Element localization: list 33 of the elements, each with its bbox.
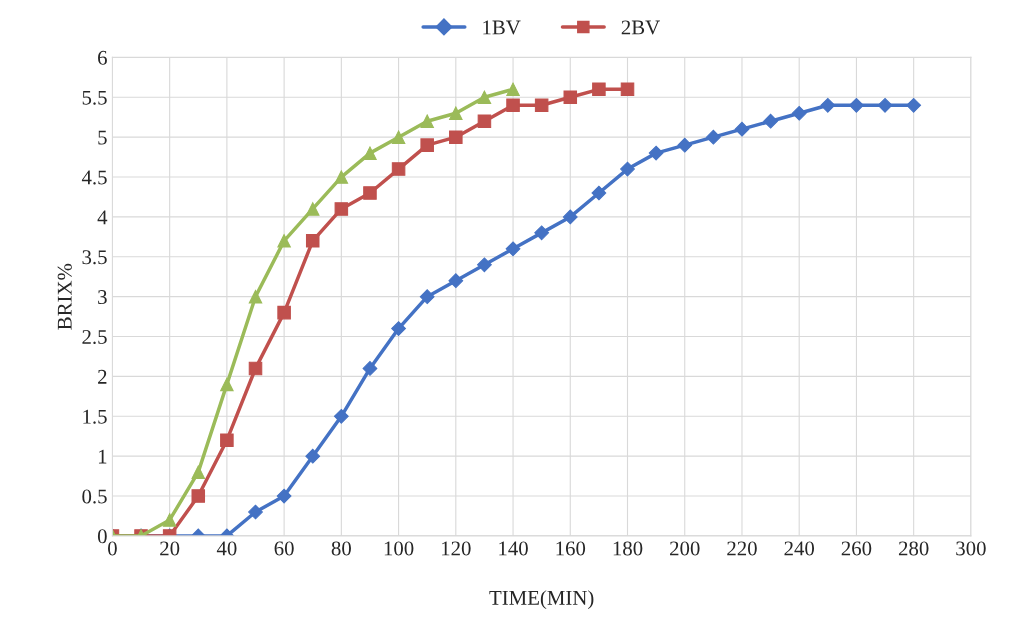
y-tick-label: 3 [98,290,107,305]
x-tick-label: 200 [670,541,700,556]
y-tick-label: 5 [98,130,107,145]
y-tick-label: 6 [98,50,107,65]
y-tick-label: 4.5 [81,170,107,185]
y-tick-label: 1.5 [83,409,107,424]
legend-label: 2BV [621,20,660,35]
x-tick-label: 40 [216,541,237,556]
y-tick-label: 2 [98,369,107,384]
x-axis-title: TIME(MIN) [489,590,594,610]
x-tick-label: 140 [499,541,528,556]
legend-label: 1BV [483,20,521,35]
x-tick-label: 100 [384,541,414,556]
x-tick-label: 280 [898,541,929,556]
x-tick-label: 300 [956,541,986,556]
y-tick-label: 1 [98,449,107,464]
x-tick-label: 180 [613,541,643,556]
x-tick-label: 240 [784,541,815,556]
y-tick-label: 0.5 [82,489,107,504]
x-tick-label: 260 [841,541,872,556]
x-tick-label: 120 [442,541,471,556]
y-tick-label: 0 [97,529,107,544]
x-tick-label: 20 [160,541,180,556]
y-tick-label: 4 [97,210,108,225]
y-axis-title: BRIX% [57,263,72,330]
x-tick-label: 160 [556,541,586,556]
x-tick-label: 0 [108,541,117,556]
x-tick-label: 220 [727,541,757,556]
y-tick-label: 2.5 [82,329,107,345]
x-tick-label: 60 [274,541,294,556]
y-tick-label: 3.5 [82,250,107,265]
x-tick-label: 80 [331,541,351,556]
y-tick-label: 5.5 [82,90,107,105]
